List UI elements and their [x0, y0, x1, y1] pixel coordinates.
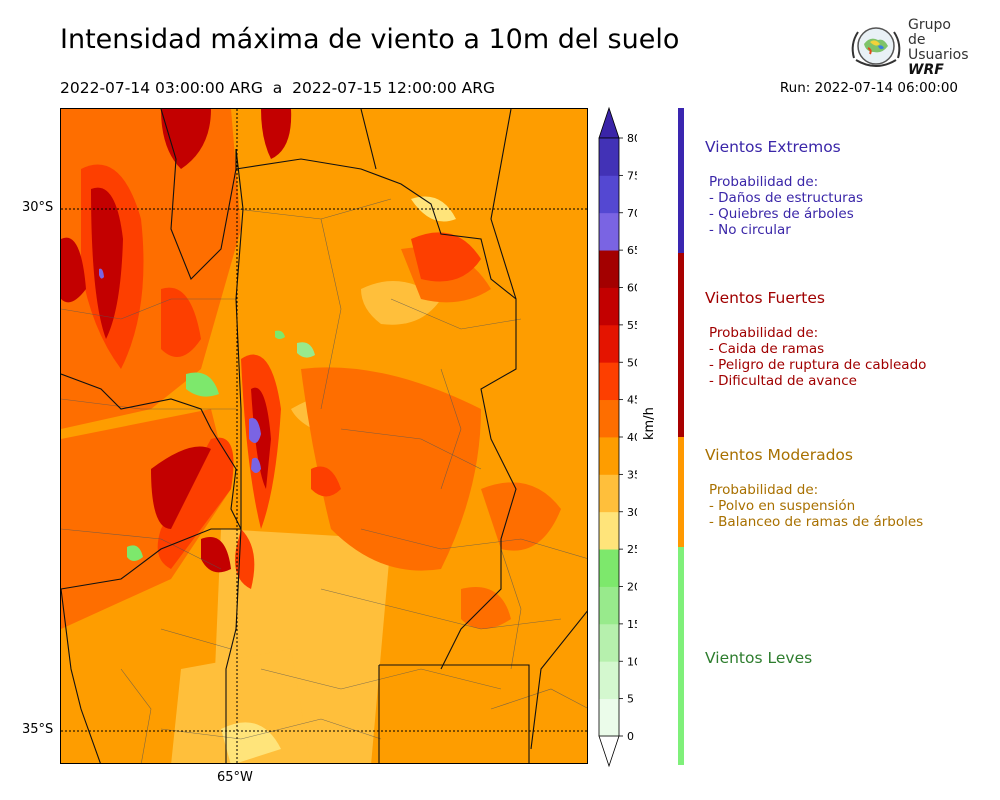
- category-description-line: - Daños de estructuras: [709, 190, 864, 206]
- forecast-period: 2022-07-14 03:00:00 ARG a 2022-07-15 12:…: [60, 79, 496, 97]
- logo-line-2: Usuarios: [908, 47, 969, 63]
- category-description-line: Probabilidad de:: [709, 482, 819, 498]
- category-color-bar: [678, 108, 684, 253]
- wind-map-canvas: [61, 109, 587, 763]
- category-description: Probabilidad de: - Polvo en suspensión - B…: [705, 482, 995, 530]
- colorbar-tick-label: 0: [627, 730, 634, 743]
- colorbar-unit: km/h: [642, 407, 657, 440]
- colorbar-tick-label: 40: [627, 431, 637, 444]
- category-description-line: - Polvo en suspensión: [709, 498, 856, 514]
- category-block: Vientos Fuertes Probabilidad de: - Caida d…: [705, 289, 995, 389]
- category-title: Vientos Moderados: [705, 446, 853, 464]
- colorbar-bin: [599, 324, 619, 363]
- colorbar-tick-label: 30: [627, 506, 637, 519]
- colorbar-bin: [599, 287, 619, 326]
- category-block: Vientos Leves: [705, 649, 995, 685]
- colorbar-bin: [599, 511, 619, 550]
- colorbar-tick-label: 75: [627, 169, 637, 182]
- colorbar-bin: [599, 661, 619, 700]
- colorbar-bin: [599, 362, 619, 401]
- colorbar-tick-label: 60: [627, 282, 637, 295]
- category-description: Probabilidad de: - Daños de estructuras - …: [705, 174, 995, 238]
- colorbar-tick-label: 50: [627, 356, 637, 369]
- colorbar-bin: [599, 175, 619, 214]
- globe-logo-icon: [851, 27, 901, 67]
- lat-label-35s: 35°S: [22, 722, 54, 737]
- category-description-line: - No circular: [709, 222, 791, 238]
- colorbar-bin: [599, 138, 619, 176]
- category-description-line: - Dificultad de avance: [709, 373, 857, 389]
- colorbar-under-arrow: [598, 735, 620, 768]
- wrf-logo: Grupo de Usuarios WRF: [848, 18, 969, 78]
- category-description: Probabilidad de: - Caida de ramas - Peligr…: [705, 325, 995, 389]
- colorbar-tick-label: 5: [627, 693, 634, 706]
- colorbar-tick-label: 10: [627, 655, 637, 668]
- colorbar-tick-label: 80: [627, 132, 637, 145]
- wind-map: [60, 108, 588, 764]
- category-title: Vientos Extremos: [705, 138, 841, 156]
- colorbar-bin: [599, 212, 619, 251]
- colorbar-tick-label: 55: [627, 319, 637, 332]
- colorbar-tick-label: 25: [627, 543, 637, 556]
- lat-label-30s: 30°S: [22, 200, 54, 215]
- category-color-bar: [678, 253, 684, 437]
- category-description-line: - Balanceo de ramas de árboles: [709, 514, 924, 530]
- category-block: Vientos Extremos Probabilidad de: - Daños …: [705, 138, 995, 238]
- colorbar-bin: [599, 549, 619, 587]
- colorbar-tick-label: 20: [627, 581, 637, 594]
- category-color-bar: [678, 437, 684, 547]
- category-description-line: Probabilidad de:: [709, 174, 819, 190]
- colorbar-bin: [599, 437, 619, 475]
- category-description-line: - Peligro de ruptura de cableado: [709, 357, 927, 373]
- colorbar-tick-label: 35: [627, 468, 637, 481]
- colorbar-tick-label: 15: [627, 618, 637, 631]
- colorbar-bin: [599, 250, 619, 288]
- colorbar-bin: [599, 474, 619, 513]
- category-block: Vientos Moderados Probabilidad de: - Polvo…: [705, 446, 995, 530]
- category-description-line: - Caida de ramas: [709, 341, 825, 357]
- category-description-line: - Quiebres de árboles: [709, 206, 854, 222]
- category-title: Vientos Leves: [705, 649, 813, 667]
- category-description-line: Probabilidad de:: [709, 325, 819, 341]
- logo-text: Grupo de Usuarios WRF: [908, 18, 969, 78]
- logo-line-1: Grupo de: [908, 17, 951, 48]
- colorbar-tick-label: 70: [627, 207, 637, 220]
- colorbar-tick-label: 65: [627, 244, 637, 257]
- category-color-bar: [678, 547, 684, 765]
- colorbar-tick-label: 45: [627, 394, 637, 407]
- lon-label-65w: 65°W: [217, 770, 253, 785]
- logo-line-3: WRF: [908, 62, 944, 78]
- colorbar-bin: [599, 623, 619, 662]
- page-title: Intensidad máxima de viento a 10m del su…: [60, 24, 680, 55]
- category-title: Vientos Fuertes: [705, 289, 825, 307]
- colorbar-bin: [599, 698, 619, 737]
- colorbar: 0 5 10 15 20 25 30 35 40 45 50 55 60 65 70 75 80: [598, 106, 637, 768]
- colorbar-bin: [599, 399, 619, 438]
- run-time: Run: 2022-07-14 06:00:00: [779, 80, 958, 96]
- colorbar-bin: [599, 586, 619, 625]
- colorbar-over-arrow: [598, 106, 620, 139]
